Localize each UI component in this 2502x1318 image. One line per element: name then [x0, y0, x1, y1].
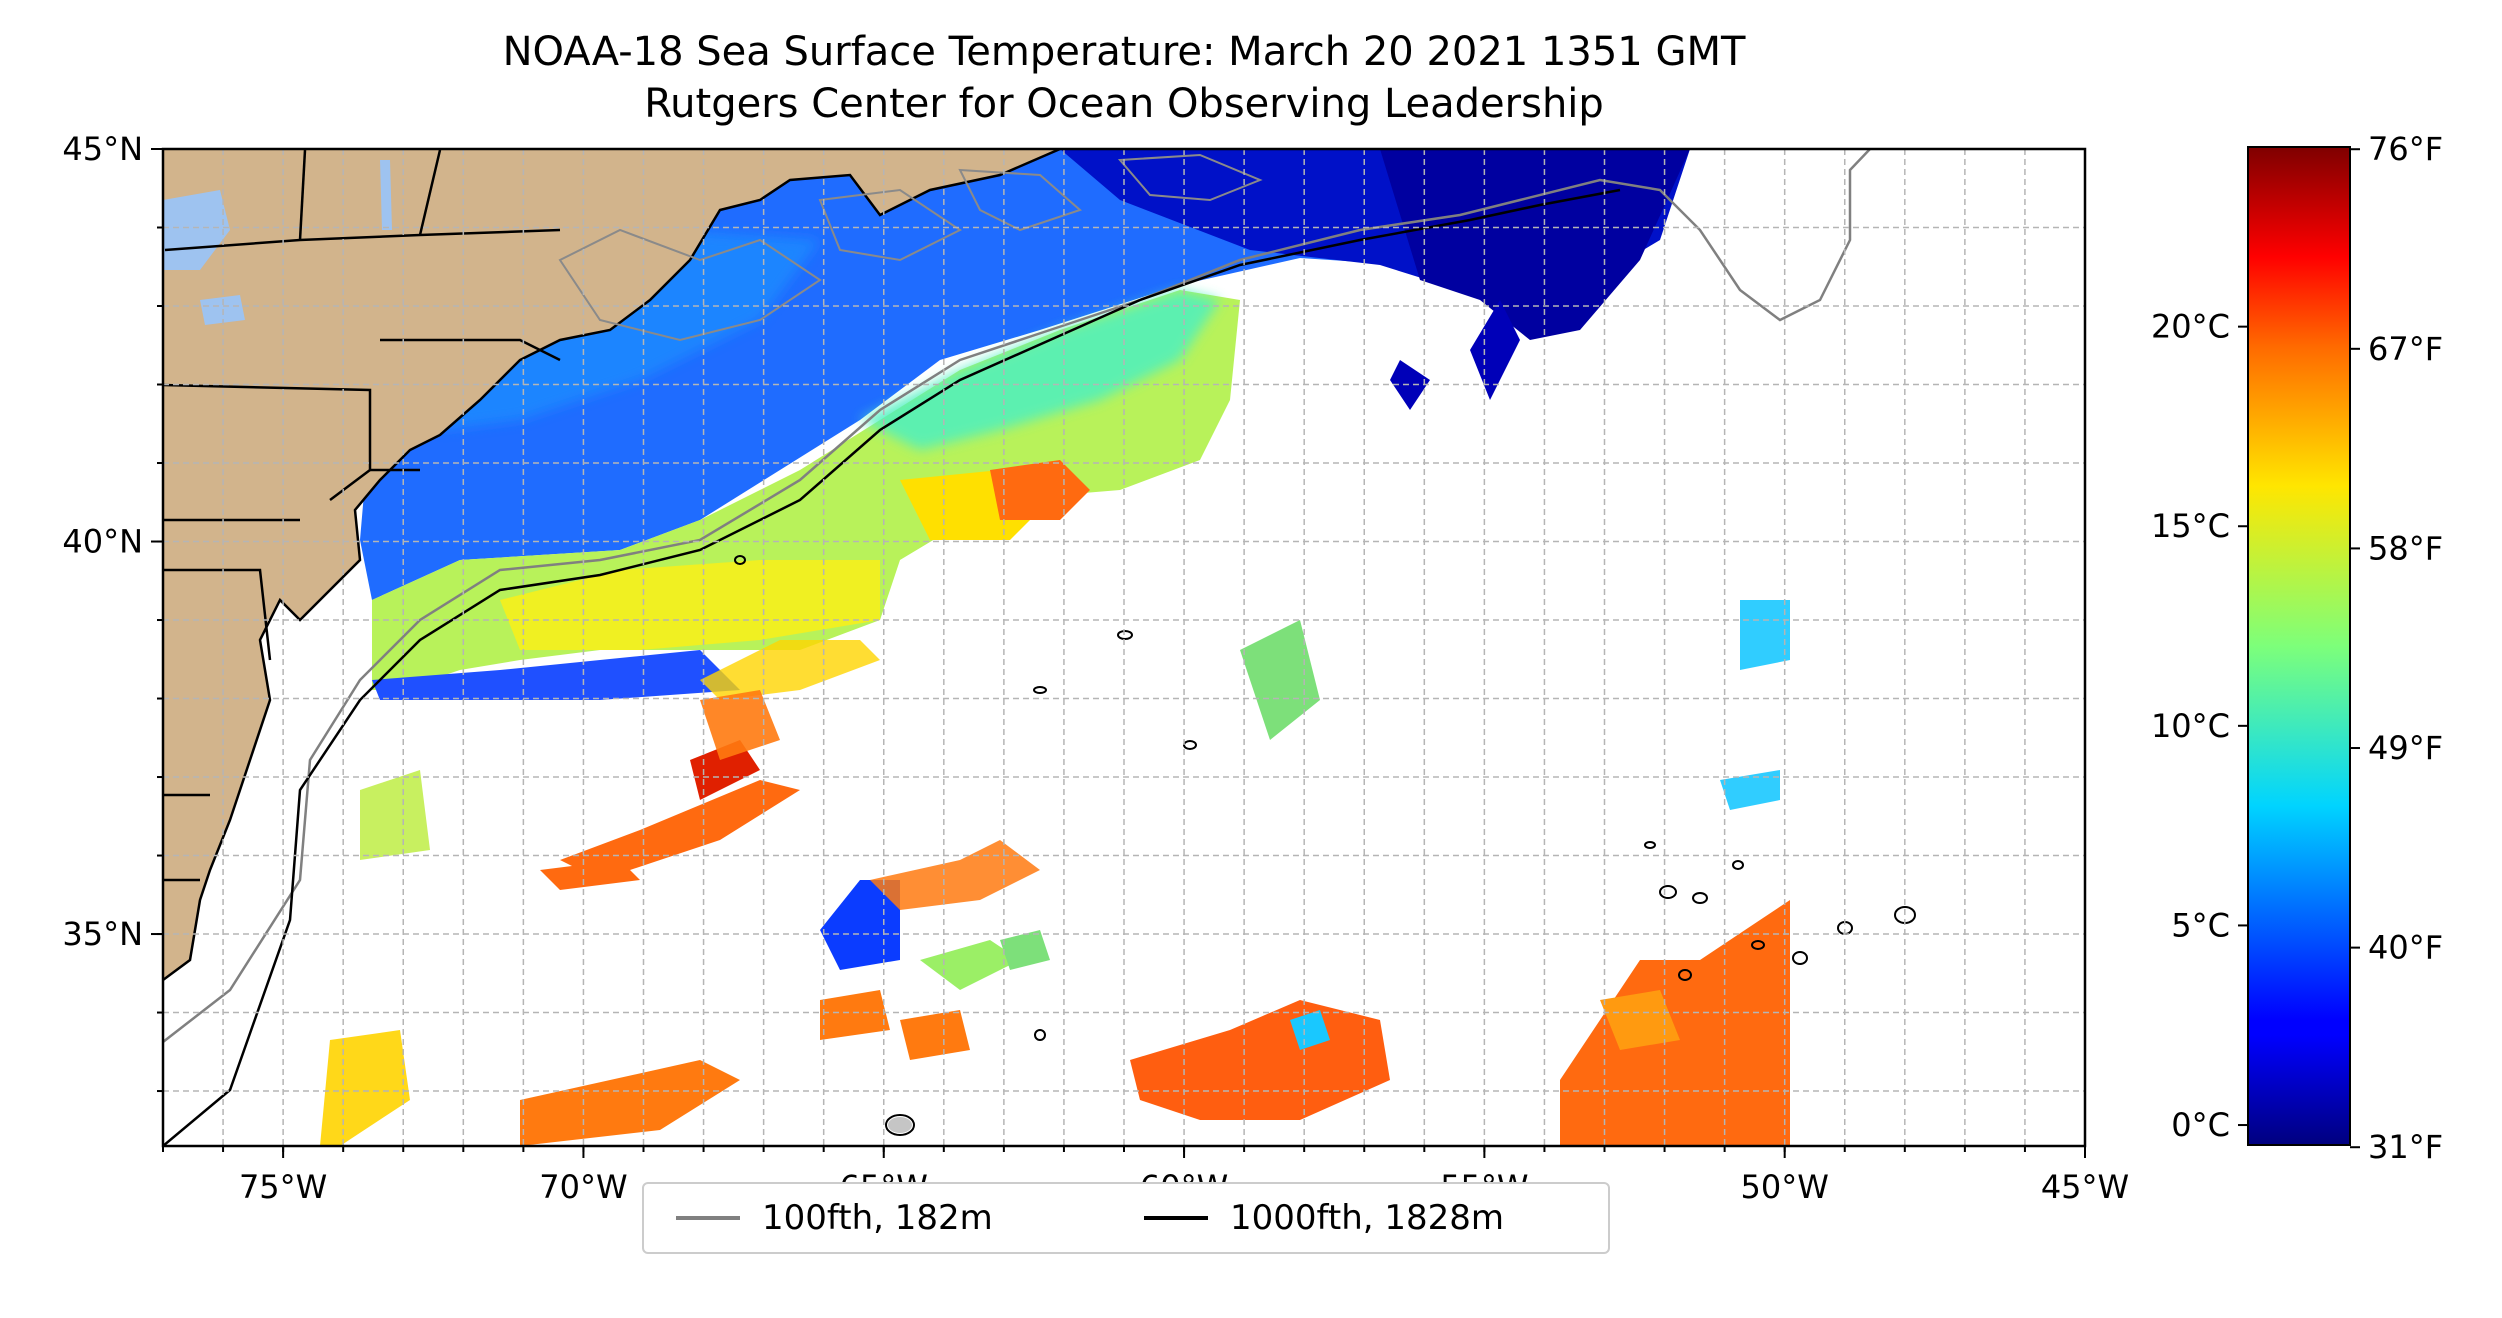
fahrenheit-tick-label: 76°F: [2368, 130, 2443, 168]
map-body: [163, 149, 2085, 1146]
fahrenheit-tick-label: 67°F: [2368, 330, 2443, 368]
colorbar: 0°C 5°C 10°C 15°C 20°C 31°F 40°F 49°F 58°F 67°F 7…: [2151, 130, 2443, 1166]
map-subtitle: Rutgers Center for Ocean Observing Leade…: [644, 81, 1604, 127]
map-title: NOAA-18 Sea Surface Temperature: March 2…: [502, 29, 1746, 75]
legend-swatch-1000fth: [1144, 1216, 1208, 1220]
x-tick-label: 50°W: [1741, 1168, 1829, 1206]
y-tick-label: 40°N: [62, 523, 143, 561]
legend-item-100fth: 100fth, 182m: [676, 1184, 993, 1252]
legend-label-1000fth: 1000fth, 1828m: [1230, 1198, 1505, 1238]
celsius-tick-label: 5°C: [2171, 906, 2230, 944]
celsius-tick-label: 10°C: [2151, 707, 2230, 745]
colorbar-gradient: [2247, 146, 2351, 1146]
fahrenheit-tick-label: 31°F: [2368, 1128, 2443, 1166]
fahrenheit-tick-label: 40°F: [2368, 929, 2443, 967]
state-borders: [163, 149, 561, 882]
legend-swatch-100fth: [676, 1216, 740, 1220]
seamount-shaded: [888, 1117, 912, 1133]
celsius-tick-label: 15°C: [2151, 507, 2230, 545]
legend: 100fth, 182m 1000fth, 1828m: [642, 1182, 1610, 1254]
fahrenheit-tick-label: 49°F: [2368, 729, 2443, 767]
legend-item-1000fth: 1000fth, 1828m: [1144, 1184, 1504, 1252]
y-tick-label: 45°N: [62, 130, 143, 168]
contour-100fth-banks: [558, 153, 1263, 342]
x-tick-label: 70°W: [539, 1168, 627, 1206]
contour-1000fth: [163, 188, 1621, 1146]
celsius-tick-label: 0°C: [2171, 1106, 2230, 1144]
celsius-tick-label: 20°C: [2151, 308, 2230, 346]
x-tick-label: 75°W: [239, 1168, 327, 1206]
coastline: [163, 149, 1061, 982]
y-tick-label: 35°N: [62, 915, 143, 953]
land: [163, 149, 1060, 980]
legend-label-100fth: 100fth, 182m: [762, 1198, 993, 1238]
gridlines: [163, 149, 2085, 1146]
colorbar-celsius-axis: 0°C 5°C 10°C 15°C 20°C: [2151, 308, 2248, 1144]
colorbar-fahrenheit-axis: 31°F 40°F 49°F 58°F 67°F 76°F: [2350, 130, 2443, 1166]
fahrenheit-tick-label: 58°F: [2368, 529, 2443, 567]
y-axis: 45°N 40°N 35°N: [62, 130, 163, 1093]
x-tick-label: 45°W: [2041, 1168, 2129, 1206]
